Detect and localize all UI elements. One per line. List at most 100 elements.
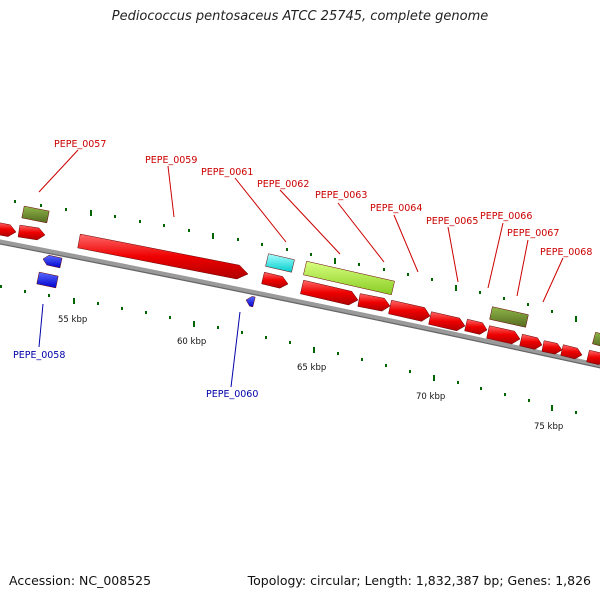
tick-mark: [358, 263, 360, 266]
gene-box-olive: [489, 306, 529, 328]
gene-label: PEPE_0064: [370, 203, 422, 214]
gene-arrow-reverse: [245, 296, 256, 308]
tick-mark: [409, 370, 411, 373]
gene-features: [0, 205, 600, 365]
tick-mark: [383, 268, 385, 271]
gene-label: PEPE_0067: [507, 228, 559, 239]
tick-mark: [407, 273, 409, 276]
tick-marks: [0, 200, 577, 414]
gene-arrow-reverse: [42, 254, 63, 269]
gene-arrow-forward: [428, 311, 466, 332]
scale-label: 55 kbp: [58, 315, 87, 325]
tick-mark: [385, 364, 387, 367]
tick-mark: [163, 224, 165, 227]
leader-line: [542, 257, 564, 303]
tick-mark: [528, 399, 530, 402]
tick-mark: [313, 347, 315, 353]
gene-arrow-forward: [0, 222, 17, 237]
label-leader-lines: [38, 149, 564, 388]
gene-label: PEPE_0068: [540, 247, 592, 258]
gene-box-lime: [303, 260, 395, 296]
gene-label: PEPE_0063: [315, 190, 367, 201]
tick-mark: [310, 253, 312, 256]
gene-arrow-forward: [261, 271, 289, 289]
gene-arrow-forward: [357, 293, 391, 312]
tick-mark: [479, 291, 481, 294]
tick-mark: [480, 387, 482, 390]
gene-arrow-forward: [464, 318, 488, 335]
tick-mark: [433, 375, 435, 381]
scale-label: 65 kbp: [297, 363, 326, 373]
tick-mark: [48, 294, 50, 297]
gene-arrow-forward: [17, 224, 46, 241]
genome-backbone-shadow: [0, 243, 600, 369]
tick-mark: [334, 258, 336, 264]
tick-mark: [97, 302, 99, 305]
tick-mark: [265, 336, 267, 339]
accession-text: Accession: NC_008525: [9, 573, 152, 588]
gene-label: PEPE_0061: [201, 167, 253, 178]
tick-mark: [24, 290, 26, 293]
leader-line: [38, 149, 79, 193]
tick-mark: [289, 341, 291, 344]
tick-mark: [431, 278, 433, 281]
gene-arrow-forward: [388, 299, 431, 322]
tick-mark: [188, 229, 190, 232]
tick-mark: [551, 310, 553, 313]
tick-mark: [575, 411, 577, 414]
scale-label: 70 kbp: [416, 392, 445, 402]
leader-line: [337, 202, 385, 263]
tick-mark: [14, 200, 16, 203]
tick-mark: [337, 352, 339, 355]
leader-line: [167, 165, 175, 218]
tick-mark: [457, 381, 459, 384]
leader-line: [279, 189, 341, 255]
tick-mark: [73, 298, 75, 304]
tick-mark: [503, 297, 505, 300]
gene-box-olive: [592, 331, 600, 347]
scale-label: 75 kbp: [534, 422, 563, 432]
tick-mark: [551, 405, 553, 411]
map-title: Pediococcus pentosaceus ATCC 25745, comp…: [111, 9, 489, 24]
tick-mark: [217, 326, 219, 329]
tick-mark: [0, 285, 2, 288]
tick-mark: [169, 316, 171, 319]
leader-line: [234, 177, 287, 243]
gene-arrow-forward: [541, 340, 563, 355]
gene-arrow-forward: [586, 349, 600, 365]
gene-label: PEPE_0057: [54, 139, 106, 150]
gene-arrow-forward: [486, 325, 521, 345]
leader-line: [487, 222, 504, 289]
tick-mark: [139, 220, 141, 223]
leader-line: [447, 226, 459, 283]
genome-summary-text: Topology: circular; Length: 1,832,387 bp…: [247, 573, 591, 588]
gene-arrow-reverse: [36, 271, 59, 289]
tick-mark: [65, 208, 67, 211]
gene-label: PEPE_0065: [426, 216, 478, 227]
leader-line: [38, 303, 44, 348]
tick-mark: [575, 316, 577, 322]
leader-line: [393, 214, 419, 273]
gene-labels: PEPE_0057 PEPE_0058 PEPE_0059 PEPE_0060 PEPE…: [13, 139, 592, 400]
tick-mark: [286, 248, 288, 251]
tick-mark: [90, 210, 92, 216]
gene-arrow-forward: [519, 333, 543, 350]
leader-line: [230, 311, 241, 388]
gene-label: PEPE_0058: [13, 350, 65, 361]
gene-label: PEPE_0066: [480, 211, 532, 222]
gene-arrow-forward: [77, 233, 249, 280]
tick-mark: [237, 238, 239, 241]
gene-arrow-forward: [560, 344, 583, 360]
tick-mark: [212, 233, 214, 239]
tick-mark: [40, 204, 42, 207]
gene-label: PEPE_0059: [145, 155, 197, 166]
leader-line: [516, 239, 529, 297]
tick-mark: [527, 303, 529, 306]
genome-backbone: [0, 239, 600, 369]
gene-arrow-forward: [300, 279, 359, 306]
gene-box-cyan: [265, 253, 295, 273]
tick-mark: [121, 307, 123, 310]
tick-mark: [145, 311, 147, 314]
